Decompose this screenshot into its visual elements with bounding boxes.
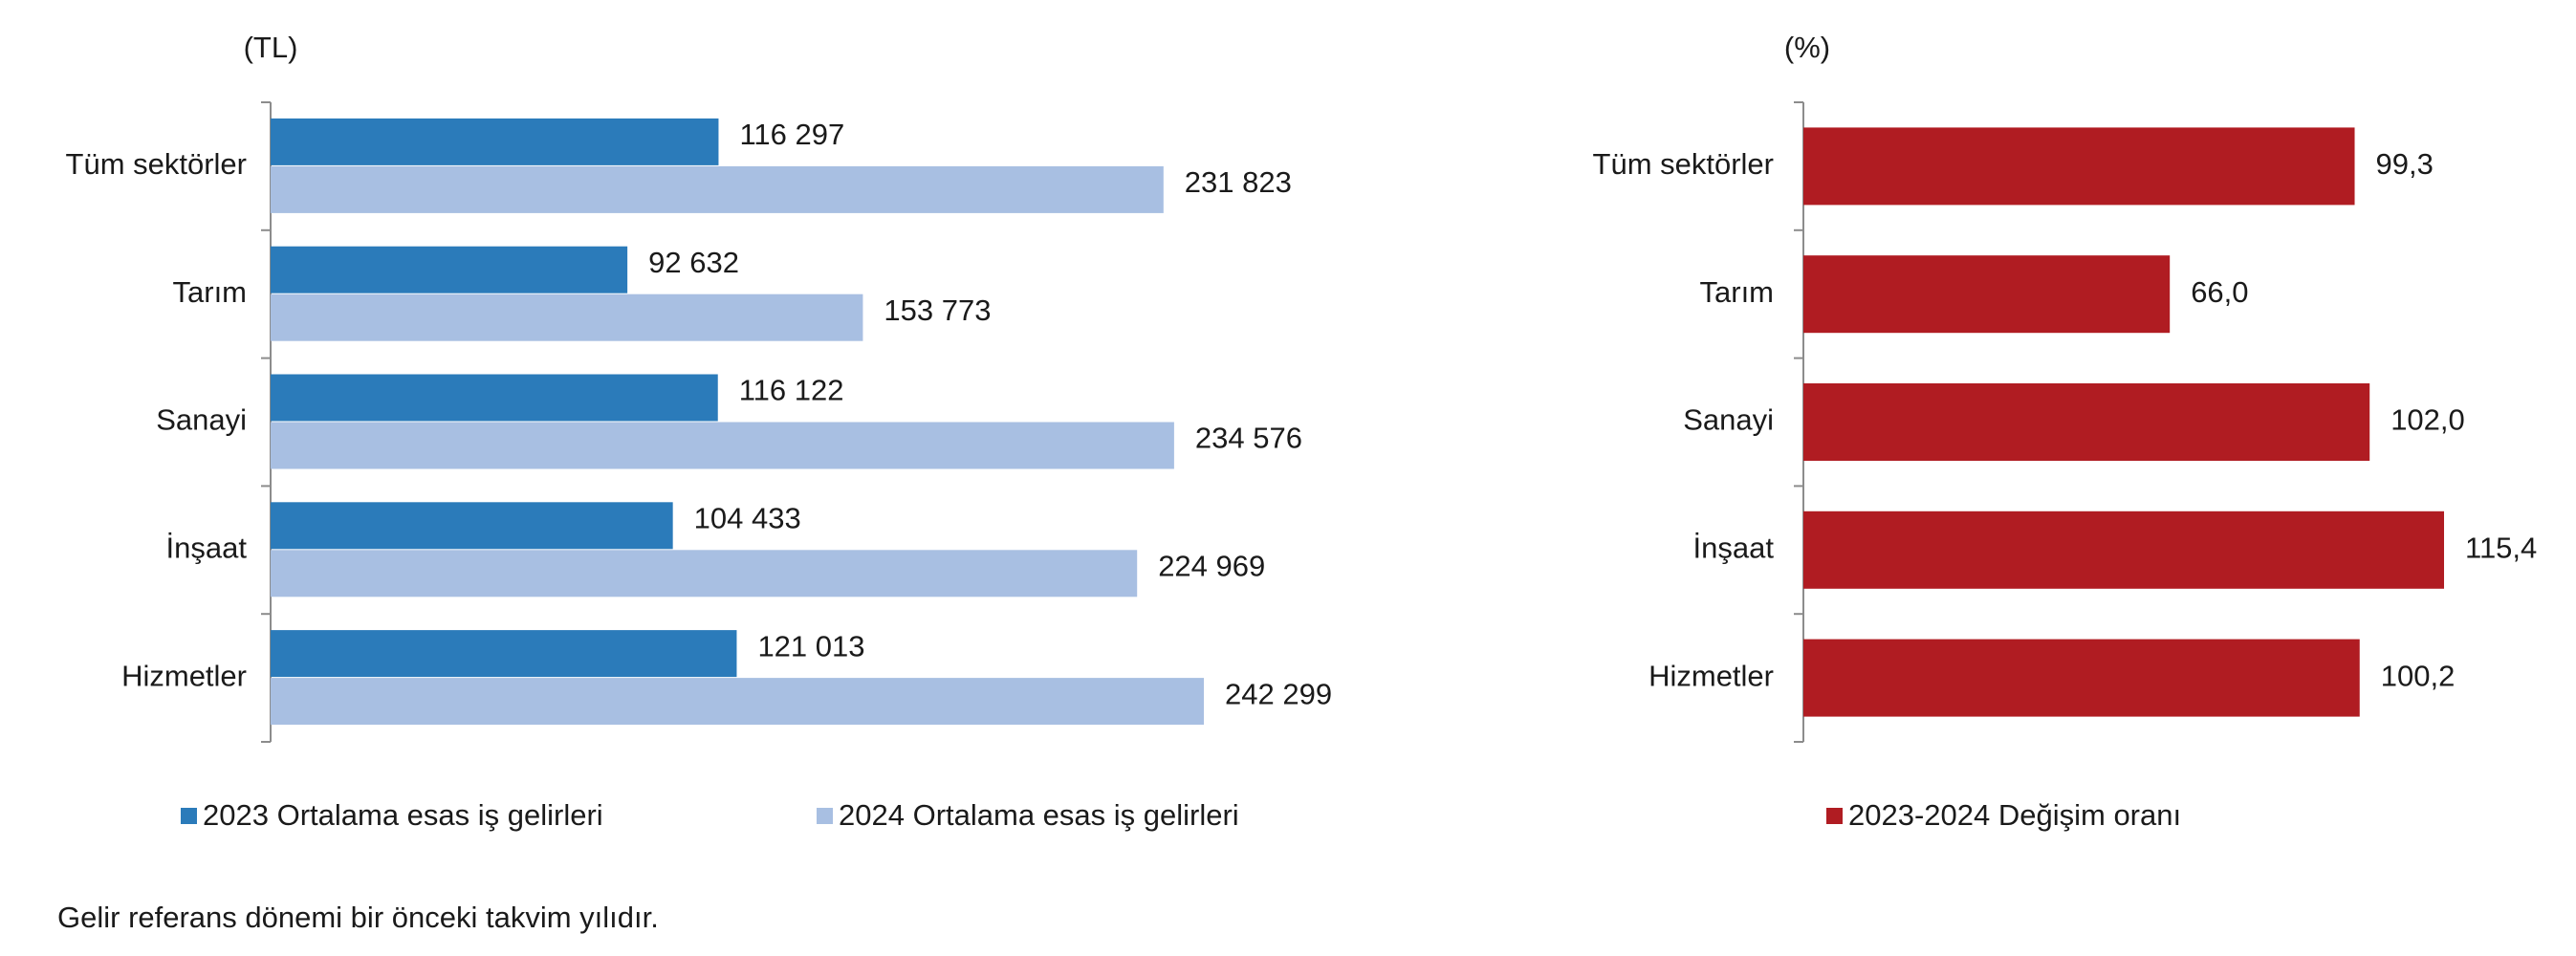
bar xyxy=(271,165,1164,213)
legend-swatch xyxy=(181,808,197,824)
category-label: Tüm sektörler xyxy=(1593,147,1774,181)
value-label: 99,3 xyxy=(2376,147,2434,181)
value-label: 116 122 xyxy=(739,374,844,407)
category-label: Sanayi xyxy=(156,403,247,437)
legend-swatch xyxy=(817,808,833,824)
bar xyxy=(271,550,1138,598)
legend-label: 2023-2024 Değişim oranı xyxy=(1848,798,2181,832)
category-label: Tüm sektörler xyxy=(66,147,247,181)
legend-label: 2023 Ortalama esas iş gelirleri xyxy=(203,798,603,832)
value-label: 234 576 xyxy=(1195,422,1302,455)
bar xyxy=(1803,639,2360,717)
bar xyxy=(271,630,737,678)
value-label: 100,2 xyxy=(2381,659,2456,692)
bar xyxy=(271,374,718,422)
value-label: 92 632 xyxy=(648,246,739,279)
bar xyxy=(271,118,719,165)
bar xyxy=(271,422,1174,469)
category-label: Tarım xyxy=(1700,275,1775,309)
value-label: 121 013 xyxy=(757,629,864,663)
bar xyxy=(1803,127,2355,206)
value-label: 102,0 xyxy=(2390,403,2465,437)
unit-label: (TL) xyxy=(244,31,298,64)
category-label: Sanayi xyxy=(1683,403,1774,437)
value-label: 224 969 xyxy=(1158,549,1265,582)
bar xyxy=(1803,383,2370,461)
legend-label: 2024 Ortalama esas iş gelirleri xyxy=(839,798,1239,832)
category-label: İnşaat xyxy=(166,531,248,564)
value-label: 231 823 xyxy=(1185,165,1292,199)
category-label: Hizmetler xyxy=(1648,659,1774,692)
value-label: 104 433 xyxy=(694,501,801,534)
value-label: 66,0 xyxy=(2191,275,2248,309)
category-label: Tarım xyxy=(173,275,248,309)
value-label: 115,4 xyxy=(2465,531,2537,564)
value-label: 153 773 xyxy=(884,293,991,327)
bar xyxy=(271,502,673,550)
category-label: Hizmetler xyxy=(121,659,247,692)
bar xyxy=(271,293,863,341)
legend-swatch xyxy=(1826,808,1843,824)
bar xyxy=(1803,511,2444,589)
unit-label: (%) xyxy=(1784,31,1830,64)
category-label: İnşaat xyxy=(1693,531,1775,564)
value-label: 116 297 xyxy=(739,118,844,151)
bar xyxy=(271,246,628,293)
bar xyxy=(271,678,1204,726)
footnote: Gelir referans dönemi bir önceki takvim … xyxy=(57,901,659,934)
bar xyxy=(1803,255,2171,334)
value-label: 242 299 xyxy=(1225,677,1332,710)
